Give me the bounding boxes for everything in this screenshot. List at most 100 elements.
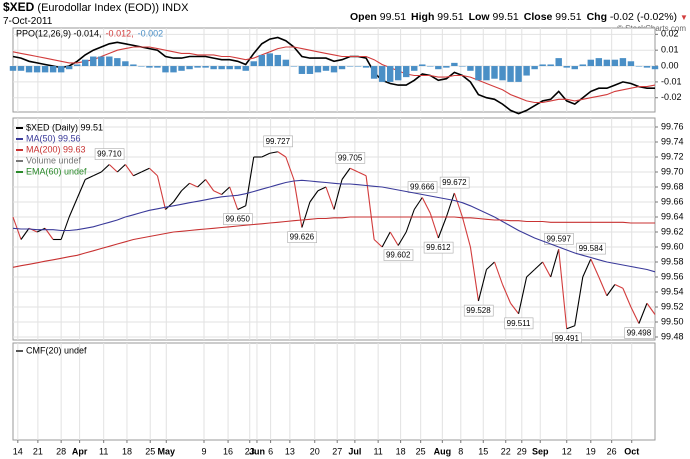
price-segment <box>333 179 343 210</box>
price-segment <box>60 216 70 240</box>
price-segment <box>229 186 239 210</box>
x-tick-label: Apr <box>72 446 88 456</box>
price-segment <box>93 171 102 177</box>
x-tick-label: Sep <box>532 446 549 456</box>
histogram-bar <box>595 58 603 67</box>
histogram-bar <box>186 66 193 70</box>
price-segment <box>381 231 391 248</box>
histogram-bar <box>242 66 249 71</box>
value-label-box <box>287 231 317 243</box>
histogram-bar <box>403 66 410 78</box>
x-tick-label: 15 <box>478 446 488 456</box>
value-label: 99.672 <box>439 176 470 189</box>
histogram-bar <box>306 66 314 74</box>
histogram-bar <box>619 58 627 67</box>
quote-value: 99.51 <box>379 11 407 23</box>
down-icon: ▼ <box>680 13 688 22</box>
value-label-text: 99.597 <box>546 234 571 243</box>
value-label-text: 99.666 <box>410 183 435 192</box>
price-segment <box>237 205 246 210</box>
histogram-bar <box>226 66 233 70</box>
price-segment <box>76 179 86 199</box>
price-segment <box>277 151 287 158</box>
x-tick-label: 21 <box>33 446 43 456</box>
price-segment <box>84 175 94 180</box>
y-tick-label: 99.56 <box>661 271 684 281</box>
price-segment <box>269 151 278 154</box>
histogram-bar <box>290 66 298 67</box>
value-label-box <box>94 148 125 160</box>
y-tick-label: 99.48 <box>661 331 684 341</box>
value-label-box <box>439 176 470 189</box>
histogram-bar <box>587 59 595 67</box>
x-tick-label: 25 <box>416 446 426 456</box>
price-segment <box>213 190 222 195</box>
price-segment <box>638 303 648 324</box>
legend-label: -0.002 <box>138 28 164 38</box>
value-label-text: 99.491 <box>554 334 579 343</box>
value-label: 99.528 <box>463 304 494 317</box>
symbol-name: (Eurodollar Index (EOD)) INDX <box>37 2 189 14</box>
price-segment <box>590 258 600 278</box>
quote-label: High <box>411 11 435 23</box>
value-label: 99.626 <box>287 231 317 243</box>
x-tick-label: 25 <box>145 446 155 456</box>
value-label: 99.612 <box>423 241 454 254</box>
histogram-bar <box>643 66 651 68</box>
price-segment <box>301 201 311 228</box>
price-segment <box>550 249 560 278</box>
histogram-bar <box>250 61 257 67</box>
price-segment <box>309 190 319 203</box>
histogram-bar <box>378 66 386 82</box>
histogram-bar <box>451 62 458 67</box>
y-tick-label: 99.60 <box>661 241 684 251</box>
price-segment <box>141 167 150 173</box>
x-tick-label: Aug <box>434 446 452 456</box>
y-tick-label: 99.62 <box>661 226 684 236</box>
price-segment <box>445 192 455 218</box>
price-segment <box>133 171 142 177</box>
histogram-bar <box>122 61 129 67</box>
histogram-bar <box>555 58 562 67</box>
histogram-bar <box>579 64 586 67</box>
price-segment <box>598 276 608 296</box>
x-tick-label: 16 <box>223 446 233 456</box>
x-tick-label: 27 <box>332 446 342 456</box>
y-tick-label: -0.02 <box>661 92 682 102</box>
legend-label: Volume undef <box>26 155 82 165</box>
histogram-bar <box>82 59 89 67</box>
legend-label: $XED (Daily) 99.51 <box>26 122 103 132</box>
price-segment <box>349 167 359 173</box>
price-segment <box>510 302 520 315</box>
y-tick-label: 99.68 <box>661 181 684 191</box>
legend-label: MA(50) 99.56 <box>26 133 81 143</box>
value-label: 99.650 <box>223 213 253 225</box>
value-label-box <box>223 213 253 225</box>
value-label: 99.727 <box>263 135 293 148</box>
y-tick-label: 0.01 <box>661 45 679 55</box>
legend-swatch <box>16 160 23 162</box>
histogram-bar <box>146 66 153 68</box>
price-segment <box>469 246 479 302</box>
value-label-text: 99.626 <box>290 233 315 242</box>
price-segment <box>365 175 375 240</box>
histogram-bar <box>49 66 57 73</box>
legend-swatch <box>16 350 23 352</box>
histogram-bar <box>531 66 538 70</box>
value-label-text: 99.498 <box>627 329 652 338</box>
price-segment <box>606 284 616 297</box>
histogram-bar <box>138 66 145 67</box>
x-tick-label: Jun <box>249 446 265 456</box>
price-segment <box>502 284 512 304</box>
price-segment <box>317 186 327 192</box>
value-label-box <box>463 304 494 317</box>
y-tick-label: 99.66 <box>661 196 684 206</box>
legend-label: -0.012, <box>106 28 134 38</box>
histogram-bar <box>33 66 41 73</box>
price-segment <box>341 167 351 180</box>
y-tick-label: 99.64 <box>661 211 684 221</box>
quote-value: -0.02 (-0.02%) <box>609 11 678 23</box>
histogram-bar <box>563 66 570 68</box>
histogram-bar <box>170 66 177 73</box>
legend-swatch <box>16 127 23 129</box>
